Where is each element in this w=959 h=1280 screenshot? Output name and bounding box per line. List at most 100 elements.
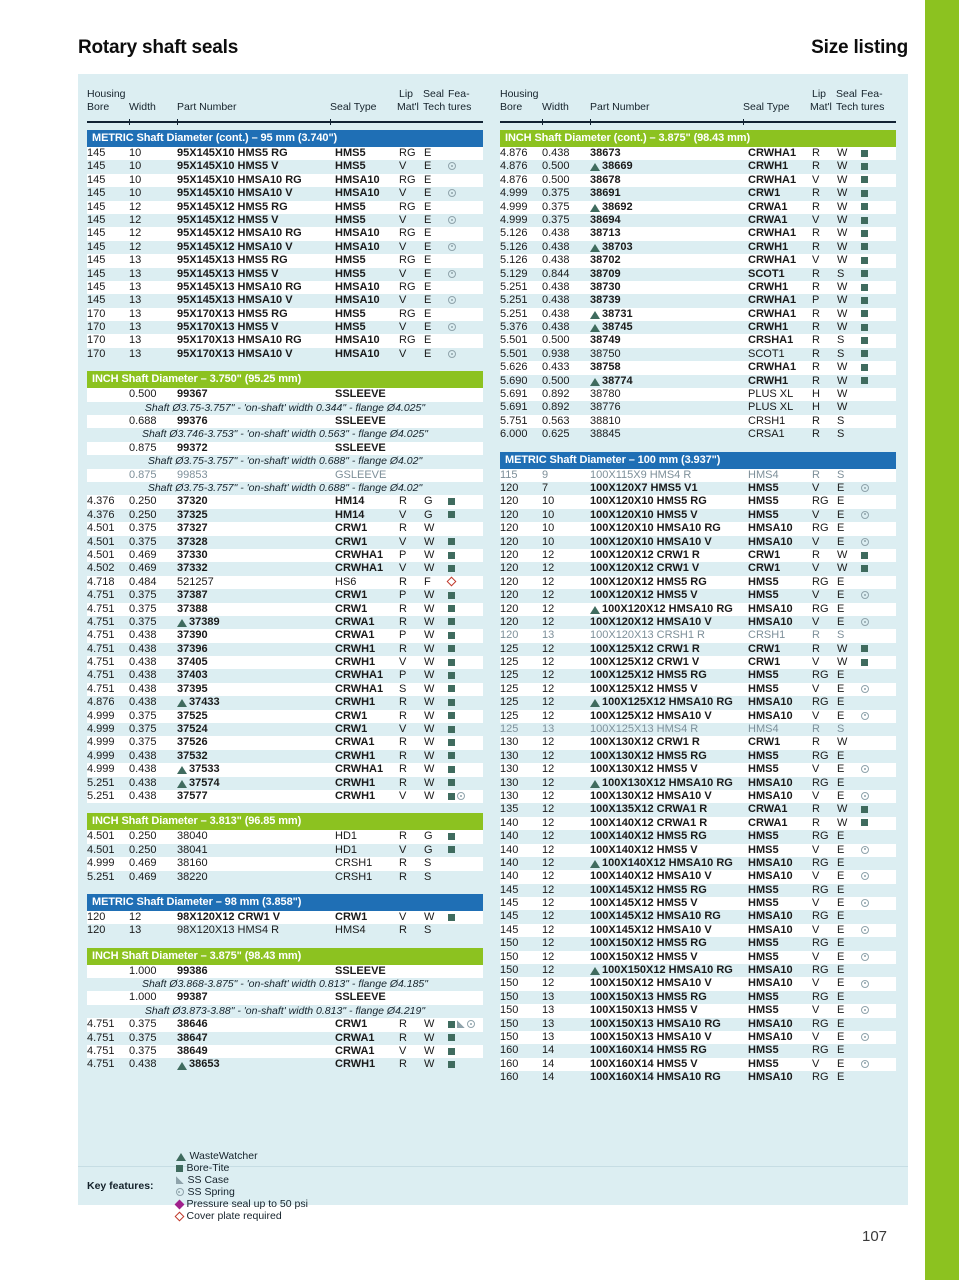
table-row[interactable]: 125 12 100X125X12 HMS5 RG HMS5 RG E bbox=[500, 669, 896, 683]
table-row[interactable]: 120 10 100X120X10 HMS5 V HMS5 V E bbox=[500, 508, 896, 523]
table-row[interactable]: 120 12 100X120X12 CRW1 V CRW1 V W bbox=[500, 562, 896, 576]
table-row[interactable]: 5.126 0.438 38713 CRWHA1 R W bbox=[500, 227, 896, 241]
table-row[interactable]: 145 13 95X145X13 HMSA10 RG HMSA10 RG E bbox=[87, 280, 483, 295]
table-row[interactable]: 150 12 100X150X12 HMS5 RG HMS5 RG E bbox=[500, 937, 896, 951]
table-row[interactable]: 170 13 95X170X13 HMSA10 RG HMSA10 RG E bbox=[87, 334, 483, 348]
table-row[interactable]: 4.999 0.375 38694 CRWA1 V W bbox=[500, 213, 896, 228]
table-row[interactable]: 4.999 0.375 37526 CRWA1 R W bbox=[87, 736, 483, 750]
table-row[interactable]: 5.251 0.438 38739 CRWHA1 P W bbox=[500, 294, 896, 308]
table-row[interactable]: 125 12 100X125X12 HMSA10 RG HMSA10 RG E bbox=[500, 696, 896, 710]
table-row[interactable]: 5.751 0.563 38810 CRSH1 R S bbox=[500, 414, 896, 429]
table-row[interactable]: 4.999 0.375 37524 CRW1 V W bbox=[87, 723, 483, 737]
table-row[interactable]: 4.751 0.375 37388 CRW1 R W bbox=[87, 602, 483, 616]
table-row[interactable]: 5.501 0.938 38750 SCOT1 R S bbox=[500, 347, 896, 362]
table-row[interactable]: 4.751 0.438 37390 CRWA1 P W bbox=[87, 629, 483, 643]
table-row[interactable]: 1.000 99387 SSLEEVE bbox=[87, 991, 483, 1005]
table-row[interactable]: 145 13 95X145X13 HMSA10 V HMSA10 V E bbox=[87, 294, 483, 308]
table-row[interactable]: 5.690 0.500 38774 CRWH1 R W bbox=[500, 374, 896, 389]
table-row[interactable]: 120 10 100X120X10 HMS5 RG HMS5 RG E bbox=[500, 495, 896, 509]
table-row[interactable]: 170 13 95X170X13 HMSA10 V HMSA10 V E bbox=[87, 347, 483, 362]
table-row[interactable]: 145 12 100X145X12 HMSA10 V HMSA10 V E bbox=[500, 923, 896, 938]
table-row[interactable]: 125 13 100X125X13 HMS4 R HMS4 R S bbox=[500, 723, 896, 737]
table-row[interactable]: 135 12 100X135X12 CRWA1 R CRWA1 R W bbox=[500, 803, 896, 817]
table-row[interactable]: 5.251 0.469 38220 CRSH1 R S bbox=[87, 870, 483, 884]
table-row[interactable]: 4.501 0.250 38041 HD1 V G bbox=[87, 843, 483, 858]
table-row[interactable]: 145 12 100X145X12 HMS5 RG HMS5 RG E bbox=[500, 883, 896, 898]
table-row[interactable]: 145 12 100X145X12 HMS5 V HMS5 V E bbox=[500, 897, 896, 911]
table-row[interactable]: 120 12 100X120X12 HMSA10 V HMSA10 V E bbox=[500, 615, 896, 630]
table-row[interactable]: 130 12 100X130X12 CRW1 R CRW1 R W bbox=[500, 736, 896, 750]
table-row[interactable]: 145 12 95X145X12 HMS5 V HMS5 V E bbox=[87, 213, 483, 228]
table-row[interactable]: 120 12 100X120X12 HMS5 V HMS5 V E bbox=[500, 589, 896, 603]
table-row[interactable]: 150 12 100X150X12 HMSA10 V HMSA10 V E bbox=[500, 977, 896, 991]
table-row[interactable]: 4.751 0.375 37387 CRW1 P W bbox=[87, 589, 483, 603]
table-row[interactable]: 5.501 0.500 38749 CRSHA1 R S bbox=[500, 334, 896, 348]
table-row[interactable]: 4.876 0.438 38673 CRWHA1 R W bbox=[500, 147, 896, 161]
table-row[interactable]: 145 10 95X145X10 HMSA10 V HMSA10 V E bbox=[87, 187, 483, 201]
table-row[interactable]: 4.718 0.484 521257 HS6 R F bbox=[87, 575, 483, 590]
table-row[interactable]: 4.876 0.438 37433 CRWH1 R W bbox=[87, 696, 483, 710]
table-row[interactable]: 4.999 0.438 37533 CRWHA1 R W bbox=[87, 763, 483, 777]
table-row[interactable]: 170 13 95X170X13 HMS5 V HMS5 V E bbox=[87, 321, 483, 335]
table-row[interactable]: 150 13 100X150X13 HMS5 RG HMS5 RG E bbox=[500, 990, 896, 1005]
table-row[interactable]: 115 9 100X115X9 HMS4 R HMS4 R S bbox=[500, 468, 896, 482]
table-row[interactable]: 4.751 0.438 38653 CRWH1 R W bbox=[87, 1058, 483, 1072]
table-row[interactable]: 140 12 100X140X12 HMSA10 V HMSA10 V E bbox=[500, 870, 896, 884]
table-row[interactable]: 1.000 99386 SSLEEVE bbox=[87, 964, 483, 979]
table-row[interactable]: 145 10 95X145X10 HMS5 RG HMS5 RG E bbox=[87, 147, 483, 161]
table-row[interactable]: 4.751 0.375 38649 CRWA1 V W bbox=[87, 1045, 483, 1059]
table-row[interactable]: 5.129 0.844 38709 SCOT1 R S bbox=[500, 267, 896, 281]
table-row[interactable]: 5.626 0.433 38758 CRWHA1 R W bbox=[500, 361, 896, 375]
table-row[interactable]: 4.376 0.250 37320 HM14 R G bbox=[87, 495, 483, 509]
table-row[interactable]: 145 10 95X145X10 HMS5 V HMS5 V E bbox=[87, 160, 483, 174]
table-row[interactable]: 120 10 100X120X10 HMSA10 V HMSA10 V E bbox=[500, 535, 896, 549]
table-row[interactable]: 150 13 100X150X13 HMSA10 V HMSA10 V E bbox=[500, 1031, 896, 1045]
table-row[interactable]: 4.501 0.375 37327 CRW1 R W bbox=[87, 522, 483, 536]
table-row[interactable]: 145 12 95X145X12 HMSA10 V HMSA10 V E bbox=[87, 240, 483, 255]
table-row[interactable]: 120 12 98X120X12 CRW1 V CRW1 V W bbox=[87, 910, 483, 925]
table-row[interactable]: 5.251 0.438 37577 CRWH1 V W bbox=[87, 789, 483, 804]
table-row[interactable]: 0.875 99853 GSLEEVE bbox=[87, 468, 483, 482]
table-row[interactable]: 5.251 0.438 37574 CRWH1 R W bbox=[87, 776, 483, 790]
table-row[interactable]: 120 13 98X120X13 HMS4 R HMS4 R S bbox=[87, 924, 483, 938]
table-row[interactable]: 4.999 0.375 38691 CRW1 R W bbox=[500, 187, 896, 201]
table-row[interactable]: 125 12 100X125X12 HMS5 V HMS5 V E bbox=[500, 682, 896, 697]
table-row[interactable]: 150 13 100X150X13 HMS5 V HMS5 V E bbox=[500, 1004, 896, 1018]
table-row[interactable]: 140 12 100X140X12 CRWA1 R CRWA1 R W bbox=[500, 816, 896, 831]
table-row[interactable]: 130 12 100X130X12 HMS5 V HMS5 V E bbox=[500, 763, 896, 777]
table-row[interactable]: 4.751 0.438 37395 CRWHA1 S W bbox=[87, 682, 483, 697]
table-row[interactable]: 120 12 100X120X12 HMS5 RG HMS5 RG E bbox=[500, 575, 896, 590]
table-row[interactable]: 150 12 100X150X12 HMSA10 RG HMSA10 RG E bbox=[500, 964, 896, 978]
table-row[interactable]: 150 13 100X150X13 HMSA10 RG HMSA10 RG E bbox=[500, 1017, 896, 1031]
table-row[interactable]: 4.376 0.250 37325 HM14 V G bbox=[87, 508, 483, 523]
table-row[interactable]: 4.502 0.469 37332 CRWHA1 V W bbox=[87, 562, 483, 576]
table-row[interactable]: 5.126 0.438 38703 CRWH1 R W bbox=[500, 240, 896, 255]
table-row[interactable]: 120 7 100X120X7 HMS5 V1 HMS5 V E bbox=[500, 481, 896, 496]
table-row[interactable]: 125 12 100X125X12 CRW1 R CRW1 R W bbox=[500, 642, 896, 657]
table-row[interactable]: 4.751 0.375 38647 CRWA1 R W bbox=[87, 1031, 483, 1046]
table-row[interactable]: 145 12 100X145X12 HMSA10 RG HMSA10 RG E bbox=[500, 910, 896, 924]
table-row[interactable]: 120 12 100X120X12 CRW1 R CRW1 R W bbox=[500, 548, 896, 563]
table-row[interactable]: 4.751 0.375 37389 CRWA1 R W bbox=[87, 615, 483, 630]
table-row[interactable]: 4.501 0.250 38040 HD1 R G bbox=[87, 830, 483, 844]
table-row[interactable]: 125 12 100X125X12 HMSA10 V HMSA10 V E bbox=[500, 709, 896, 724]
table-row[interactable]: 4.501 0.469 37330 CRWHA1 P W bbox=[87, 548, 483, 563]
table-row[interactable]: 4.999 0.438 37532 CRWH1 R W bbox=[87, 749, 483, 764]
table-row[interactable]: 160 14 100X160X14 HMSA10 RG HMSA10 RG E bbox=[500, 1071, 896, 1085]
table-row[interactable]: 4.751 0.375 38646 CRW1 R W bbox=[87, 1018, 483, 1032]
table-row[interactable]: 5.251 0.438 38731 CRWHA1 R W bbox=[500, 307, 896, 322]
table-row[interactable]: 4.999 0.375 37525 CRW1 R W bbox=[87, 709, 483, 724]
table-row[interactable]: 6.000 0.625 38845 CRSA1 R S bbox=[500, 428, 896, 442]
table-row[interactable]: 0.500 99367 SSLEEVE bbox=[87, 388, 483, 402]
table-row[interactable]: 145 10 95X145X10 HMSA10 RG HMSA10 RG E bbox=[87, 173, 483, 188]
table-row[interactable]: 4.751 0.438 37403 CRWHA1 P W bbox=[87, 669, 483, 683]
table-row[interactable]: 120 12 100X120X12 HMSA10 RG HMSA10 RG E bbox=[500, 602, 896, 616]
table-row[interactable]: 4.751 0.438 37405 CRWH1 V W bbox=[87, 656, 483, 670]
table-row[interactable]: 0.875 99372 SSLEEVE bbox=[87, 441, 483, 456]
table-row[interactable]: 4.876 0.500 38678 CRWHA1 V W bbox=[500, 173, 896, 188]
table-row[interactable]: 130 12 100X130X12 HMSA10 RG HMSA10 RG E bbox=[500, 776, 896, 790]
table-row[interactable]: 4.999 0.375 38692 CRWA1 R W bbox=[500, 200, 896, 214]
table-row[interactable]: 120 13 100X120X13 CRSH1 R CRSH1 R S bbox=[500, 629, 896, 643]
table-row[interactable]: 5.691 0.892 38780 PLUS XL H W bbox=[500, 388, 896, 402]
table-row[interactable]: 0.688 99376 SSLEEVE bbox=[87, 415, 483, 429]
